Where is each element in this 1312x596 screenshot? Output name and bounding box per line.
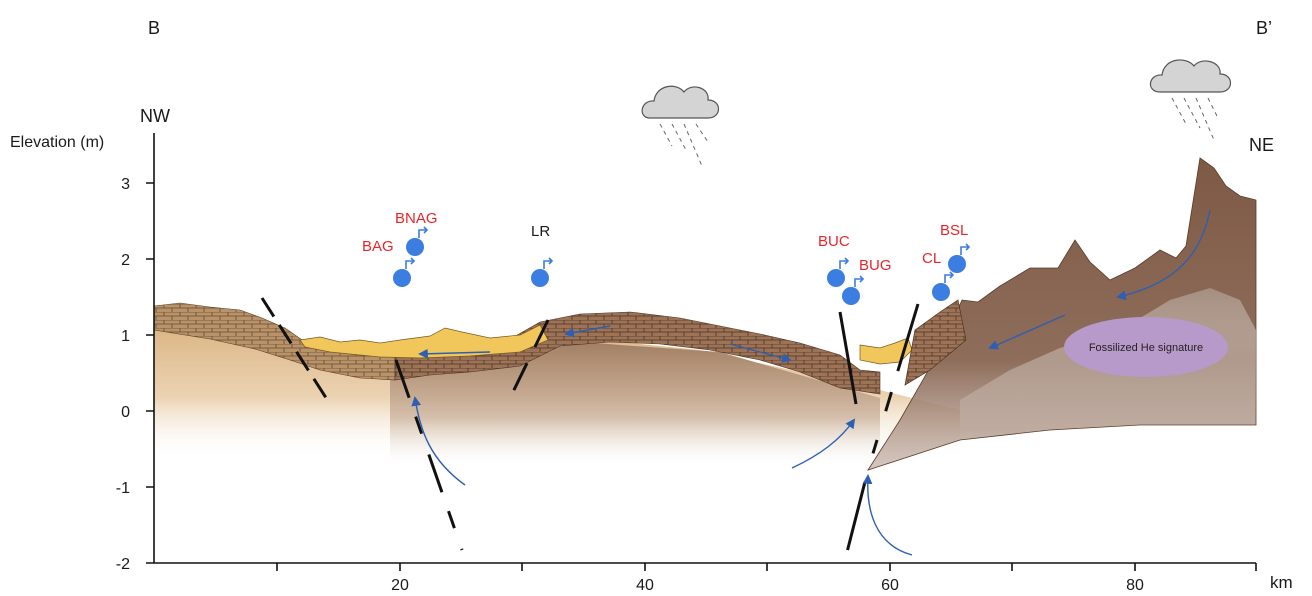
x-tick-label: 40 [636, 577, 654, 594]
rain-cloud-icon [641, 85, 720, 167]
direction-right-label: NE [1249, 135, 1274, 155]
y-tick-label: 2 [121, 252, 130, 269]
y-tick-label: 3 [121, 176, 130, 193]
well-marker-icon [948, 243, 971, 273]
well-marker-icon [406, 226, 429, 256]
rain-cloud-icon [1149, 59, 1232, 141]
faults [260, 297, 920, 561]
y-tick-marks [146, 182, 154, 564]
section-end-label: B’ [1256, 18, 1272, 38]
direction-left-label: NW [140, 106, 170, 126]
well-label: BUG [859, 257, 892, 274]
fossil-zone-label: Fossilized He signature [1089, 342, 1203, 354]
x-axis-unit: km [1270, 573, 1293, 592]
y-tick-label: 1 [121, 328, 130, 345]
section-start-label: B [148, 18, 160, 38]
y-axis-title: Elevation (m) [10, 134, 104, 151]
wells: BNAG BAG LR BUC BUG BSL CL [362, 210, 971, 305]
geology [153, 157, 1257, 471]
fault-line-4 [838, 311, 858, 405]
y-tick-label: -1 [116, 480, 130, 497]
well-label: BUC [818, 233, 850, 250]
fossil-zone [1064, 317, 1228, 377]
fault-line-2 [394, 359, 464, 551]
middle-unit [390, 340, 880, 470]
y-tick-label: 0 [121, 404, 130, 421]
flow-arrow [729, 343, 792, 363]
well-marker-icon [842, 275, 865, 305]
fault-line-1 [260, 297, 332, 405]
flow-arrows [411, 209, 1211, 556]
flow-arrow [988, 314, 1066, 350]
yellow-deposit-left [299, 324, 549, 359]
well-label: BSL [940, 222, 968, 239]
well-label: BNAG [395, 210, 438, 227]
well-marker-icon [531, 257, 554, 287]
fault-wedge [904, 299, 967, 386]
flow-arrow [791, 418, 856, 469]
x-tick-label: 60 [881, 577, 899, 594]
flow-arrow [564, 325, 611, 338]
fault-line-3 [510, 319, 550, 395]
well-marker-icon [827, 257, 850, 287]
flow-arrow [862, 474, 913, 556]
axes [146, 133, 1257, 571]
well-label: LR [531, 223, 550, 240]
flow-arrow [411, 396, 466, 486]
flow-arrow [1116, 209, 1211, 301]
x-tick-marks [276, 563, 1257, 571]
well-marker-icon [932, 271, 955, 301]
well-label: CL [922, 250, 941, 267]
flow-arrow [418, 348, 491, 359]
well-marker-icon [393, 257, 416, 287]
well-label: BAG [362, 238, 394, 255]
x-tick-label: 20 [391, 577, 409, 594]
fault-line-5 [843, 303, 920, 561]
y-tick-label: -2 [116, 556, 130, 573]
x-tick-label: 80 [1126, 577, 1144, 594]
